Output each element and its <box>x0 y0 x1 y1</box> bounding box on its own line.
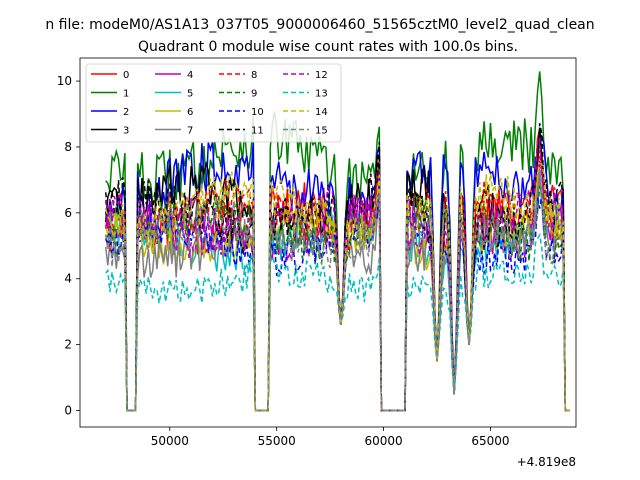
legend-label: 12 <box>315 70 328 81</box>
legend-label: 3 <box>123 126 129 137</box>
legend-box <box>85 63 342 143</box>
series-line-13 <box>105 232 570 412</box>
series-layer <box>104 71 570 412</box>
x-tick-label: 55000 <box>258 434 296 448</box>
legend-label: 10 <box>251 107 264 118</box>
y-axis: 0 2 4 6 8 10 <box>57 74 80 418</box>
legend-label: 4 <box>187 70 193 81</box>
legend-label: 6 <box>187 107 193 118</box>
legend-label: 9 <box>251 89 257 100</box>
y-tick-label: 0 <box>64 404 72 418</box>
legend-label: 13 <box>315 89 328 100</box>
legend-label: 1 <box>123 89 129 100</box>
legend-label: 15 <box>315 126 328 137</box>
x-offset-label: +4.819e8 <box>517 455 576 469</box>
x-tick-label: 50000 <box>151 434 189 448</box>
figure-suptitle: n file: modeM0/AS1A13_037T05_9000006460_… <box>45 17 594 33</box>
x-tick-label: 65000 <box>471 434 509 448</box>
series-line-10 <box>104 177 570 412</box>
legend-label: 0 <box>123 70 129 81</box>
y-tick-label: 8 <box>64 140 72 154</box>
plot-frame <box>79 57 577 428</box>
y-tick-label: 2 <box>64 338 72 352</box>
series-line-15 <box>104 172 570 412</box>
legend-label: 2 <box>123 107 129 118</box>
legend-label: 8 <box>251 70 257 81</box>
legend-label: 7 <box>187 126 193 137</box>
y-tick-label: 4 <box>64 272 72 286</box>
y-tick-label: 6 <box>64 206 72 220</box>
chart-title: Quadrant 0 module wise count rates with … <box>138 39 518 55</box>
x-tick-label: 60000 <box>364 434 402 448</box>
legend-label: 11 <box>251 126 264 137</box>
x-axis: 50000 55000 60000 65000 <box>151 427 510 448</box>
legend-label: 14 <box>315 107 328 118</box>
legend-label: 5 <box>187 89 193 100</box>
y-tick-label: 10 <box>57 74 72 88</box>
